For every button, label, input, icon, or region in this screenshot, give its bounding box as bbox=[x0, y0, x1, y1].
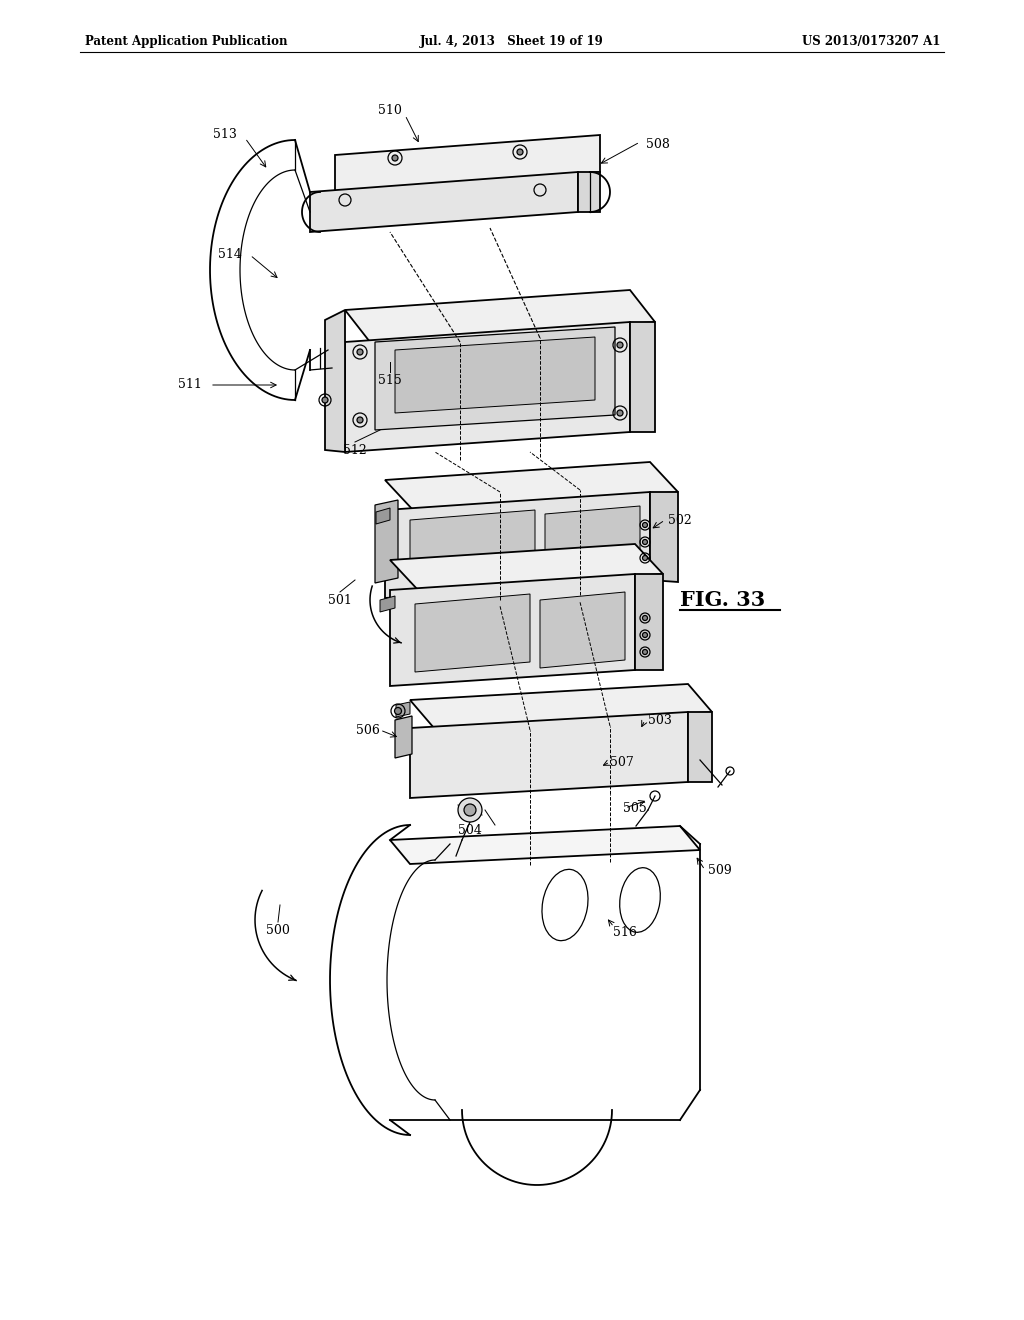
Circle shape bbox=[392, 154, 398, 161]
Polygon shape bbox=[635, 574, 663, 671]
Ellipse shape bbox=[620, 867, 660, 932]
Polygon shape bbox=[395, 715, 412, 758]
Text: 500: 500 bbox=[266, 924, 290, 936]
Polygon shape bbox=[380, 597, 395, 612]
Polygon shape bbox=[650, 492, 678, 582]
Polygon shape bbox=[410, 510, 535, 582]
Circle shape bbox=[642, 523, 647, 528]
Circle shape bbox=[642, 632, 647, 638]
Circle shape bbox=[322, 397, 328, 403]
Text: 516: 516 bbox=[613, 925, 637, 939]
Text: 503: 503 bbox=[648, 714, 672, 726]
Text: 513: 513 bbox=[213, 128, 237, 141]
Circle shape bbox=[617, 342, 623, 348]
Polygon shape bbox=[345, 290, 655, 342]
Polygon shape bbox=[385, 492, 650, 598]
Circle shape bbox=[617, 411, 623, 416]
Text: 504: 504 bbox=[458, 824, 482, 837]
Text: Jul. 4, 2013   Sheet 19 of 19: Jul. 4, 2013 Sheet 19 of 19 bbox=[420, 36, 604, 48]
Polygon shape bbox=[630, 322, 655, 432]
Text: 502: 502 bbox=[668, 513, 692, 527]
Polygon shape bbox=[415, 594, 530, 672]
Circle shape bbox=[642, 615, 647, 620]
Polygon shape bbox=[325, 310, 345, 451]
Circle shape bbox=[464, 804, 476, 816]
Text: 501: 501 bbox=[328, 594, 352, 606]
Polygon shape bbox=[390, 826, 700, 865]
Text: 511: 511 bbox=[178, 379, 202, 392]
Polygon shape bbox=[375, 500, 398, 583]
Polygon shape bbox=[395, 337, 595, 413]
Polygon shape bbox=[545, 506, 640, 576]
Polygon shape bbox=[310, 172, 578, 232]
Polygon shape bbox=[410, 711, 688, 799]
Polygon shape bbox=[335, 135, 600, 191]
Polygon shape bbox=[396, 702, 410, 717]
Circle shape bbox=[394, 708, 401, 714]
Circle shape bbox=[642, 556, 647, 561]
Text: 506: 506 bbox=[356, 723, 380, 737]
Circle shape bbox=[357, 417, 362, 422]
Polygon shape bbox=[390, 574, 635, 686]
Circle shape bbox=[458, 799, 482, 822]
Text: 514: 514 bbox=[218, 248, 242, 261]
Polygon shape bbox=[375, 327, 615, 430]
Text: 512: 512 bbox=[343, 444, 367, 457]
Polygon shape bbox=[390, 544, 663, 590]
Text: Patent Application Publication: Patent Application Publication bbox=[85, 36, 288, 48]
Text: 509: 509 bbox=[709, 863, 732, 876]
Polygon shape bbox=[345, 322, 630, 451]
Text: 515: 515 bbox=[378, 374, 401, 387]
Circle shape bbox=[357, 348, 362, 355]
Polygon shape bbox=[376, 508, 390, 524]
Text: 510: 510 bbox=[378, 103, 402, 116]
Polygon shape bbox=[410, 684, 712, 729]
Polygon shape bbox=[578, 172, 600, 213]
Polygon shape bbox=[540, 591, 625, 668]
Circle shape bbox=[517, 149, 523, 154]
Text: 507: 507 bbox=[610, 755, 634, 768]
Text: 505: 505 bbox=[624, 801, 647, 814]
Ellipse shape bbox=[542, 870, 588, 941]
Polygon shape bbox=[385, 462, 678, 510]
Text: US 2013/0173207 A1: US 2013/0173207 A1 bbox=[802, 36, 940, 48]
Circle shape bbox=[642, 540, 647, 544]
Polygon shape bbox=[688, 711, 712, 781]
Text: 508: 508 bbox=[646, 139, 670, 152]
Text: FIG. 33: FIG. 33 bbox=[680, 590, 765, 610]
Circle shape bbox=[642, 649, 647, 655]
